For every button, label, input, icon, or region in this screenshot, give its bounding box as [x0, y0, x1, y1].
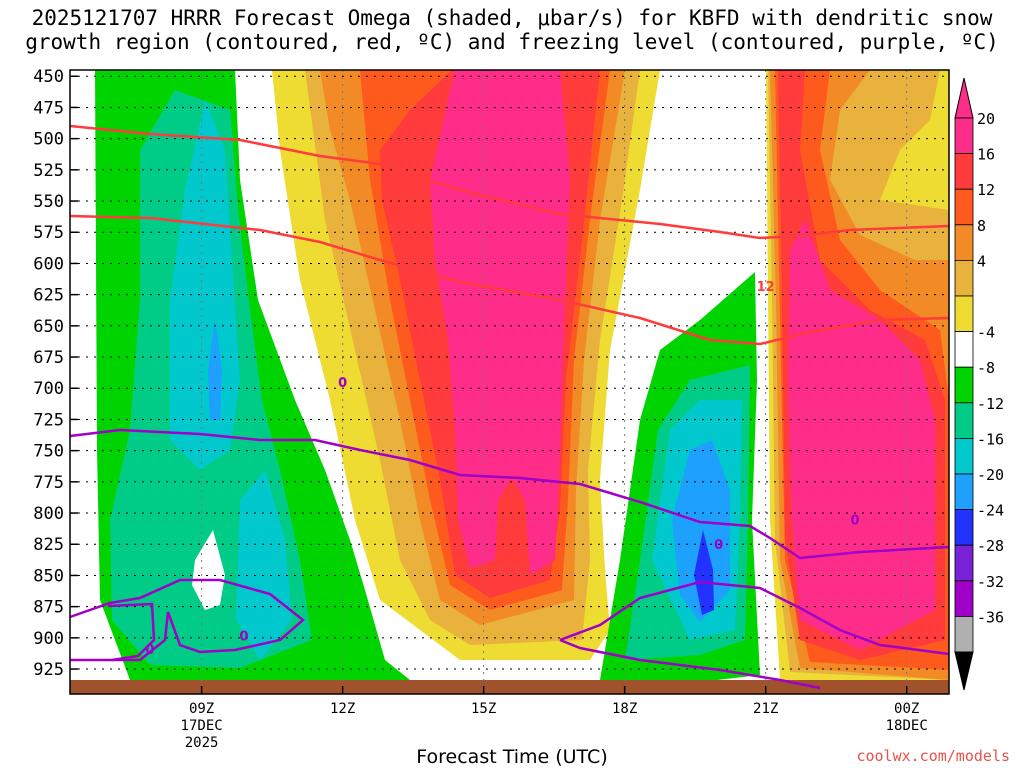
- omega-white-gap-west: [192, 530, 225, 610]
- y-tick-label: 700: [33, 379, 64, 399]
- y-tick-label: 575: [33, 223, 64, 243]
- y-tick-label: 925: [33, 660, 64, 680]
- freezing-level-contour-tail: [559, 638, 821, 690]
- colorbar-swatch: [954, 153, 974, 190]
- colorbar-label: -4: [977, 324, 995, 342]
- colorbar-swatch: [954, 259, 974, 297]
- colorbar-label: 12: [977, 181, 995, 199]
- colorbar-swatch: [954, 224, 974, 261]
- colorbar-swatch: [954, 117, 974, 154]
- colorbar-swatch: [954, 580, 974, 617]
- omega-lightblue-east: [672, 440, 730, 622]
- credit-link[interactable]: coolwx.com/models: [856, 747, 1010, 765]
- y-tick-label: 875: [33, 598, 64, 618]
- x-tick-label: 21Z: [753, 701, 778, 717]
- x-tick-label: 09Z: [189, 701, 214, 717]
- x-tick-label: 00Z: [894, 701, 919, 717]
- x-tick-label: 18Z: [612, 701, 637, 717]
- omega-cyan-west: [170, 100, 240, 470]
- contour-label: 0: [239, 629, 248, 644]
- y-tick-label: 450: [33, 67, 64, 87]
- colorbar-swatch: [954, 437, 974, 475]
- colorbar-label: -28: [977, 537, 1004, 555]
- freezing-level-contour-east: [559, 580, 950, 656]
- contour-label: 0: [338, 376, 347, 391]
- y-tick-label: 525: [33, 161, 64, 181]
- omega-cyan-west-low: [236, 470, 292, 660]
- y-tick-label: 475: [33, 98, 64, 118]
- y-tick-label: 500: [33, 130, 64, 150]
- colorbar-label: 20: [977, 110, 995, 128]
- y-tick-label: 600: [33, 254, 64, 274]
- x-tick-label: 18DEC: [886, 718, 928, 734]
- colorbar-label: -32: [977, 573, 1004, 591]
- omega-magenta-central: [430, 70, 570, 575]
- x-tick-label: 17DEC: [181, 718, 223, 734]
- colorbar-label: 16: [977, 146, 995, 164]
- y-tick-label: 625: [33, 286, 64, 306]
- y-tick-label: 650: [33, 317, 64, 337]
- dgz-contour-upper: [69, 124, 950, 240]
- colorbar-label: -8: [977, 359, 995, 377]
- x-tick-label: 15Z: [471, 701, 496, 717]
- colorbar-swatch: [954, 402, 974, 439]
- colorbar-label: -20: [977, 466, 1004, 484]
- colorbar-swatch: [954, 366, 974, 404]
- y-tick-label: 550: [33, 192, 64, 212]
- dgz-contour-lower: [69, 214, 950, 346]
- freezing-level-contour-main: [69, 428, 950, 560]
- colorbar-label: -24: [977, 502, 1004, 520]
- freezing-level-contour-low: [69, 578, 305, 662]
- plot-frame: [69, 69, 950, 695]
- colorbar-upper-arrow: [954, 77, 974, 119]
- omega-blue-west: [208, 320, 222, 420]
- contour-label: 0: [714, 538, 723, 553]
- contour-label: 12: [757, 280, 775, 295]
- title-line-2: growth region (contoured, red, ºC) and f…: [25, 30, 999, 54]
- colorbar-swatch: [954, 295, 974, 332]
- colorbar-label: 4: [977, 252, 986, 270]
- chart-title: 2025121707 HRRR Forecast Omega (shaded, …: [0, 6, 1024, 54]
- y-tick-label: 825: [33, 535, 64, 555]
- title-line-1: 2025121707 HRRR Forecast Omega (shaded, …: [31, 6, 993, 30]
- omega-blue-east: [694, 530, 714, 615]
- colorbar-swatch: [954, 544, 974, 582]
- y-tick-label: 775: [33, 473, 64, 493]
- ground-strip: [70, 680, 949, 694]
- colorbar: 20 16 12 8 4 -4 -8 -12 -16 -20 -24 -28 -32 -36: [954, 77, 1004, 691]
- colorbar-label: -12: [977, 395, 1004, 413]
- colorbar-swatch: [954, 509, 974, 546]
- freezing-level-contour-west-loop: [107, 602, 156, 662]
- colorbar-swatch: [954, 188, 974, 226]
- colorbar-swatch: [954, 616, 974, 653]
- contour-labels: 12 0 0 0 0 0: [145, 280, 859, 658]
- y-tick-label: 725: [33, 410, 64, 430]
- y-tick-label: 850: [33, 566, 64, 586]
- y-tick-label: 900: [33, 629, 64, 649]
- colorbar-label: -36: [977, 608, 1004, 626]
- omega-magenta-east: [788, 220, 935, 650]
- colorbar-label: 8: [977, 217, 986, 235]
- colorbar-lower-arrow: [954, 651, 974, 691]
- y-tick-label: 800: [33, 504, 64, 524]
- colorbar-label: -16: [977, 430, 1004, 448]
- y-axis: 450 475 500 525 550 575 600 625 650 675 700 725 750 7…: [33, 67, 78, 680]
- x-axis-title: Forecast Time (UTC): [416, 746, 608, 768]
- y-tick-label: 750: [33, 442, 64, 462]
- shaded-omega-field: [70, 70, 949, 694]
- contour-label: 0: [145, 643, 154, 658]
- contour-label: 0: [850, 513, 859, 528]
- colorbar-swatch: [954, 331, 974, 368]
- x-tick-label: 12Z: [330, 701, 355, 717]
- x-tick-label: 2025: [185, 735, 219, 751]
- colorbar-swatch: [954, 473, 974, 510]
- y-tick-label: 675: [33, 348, 64, 368]
